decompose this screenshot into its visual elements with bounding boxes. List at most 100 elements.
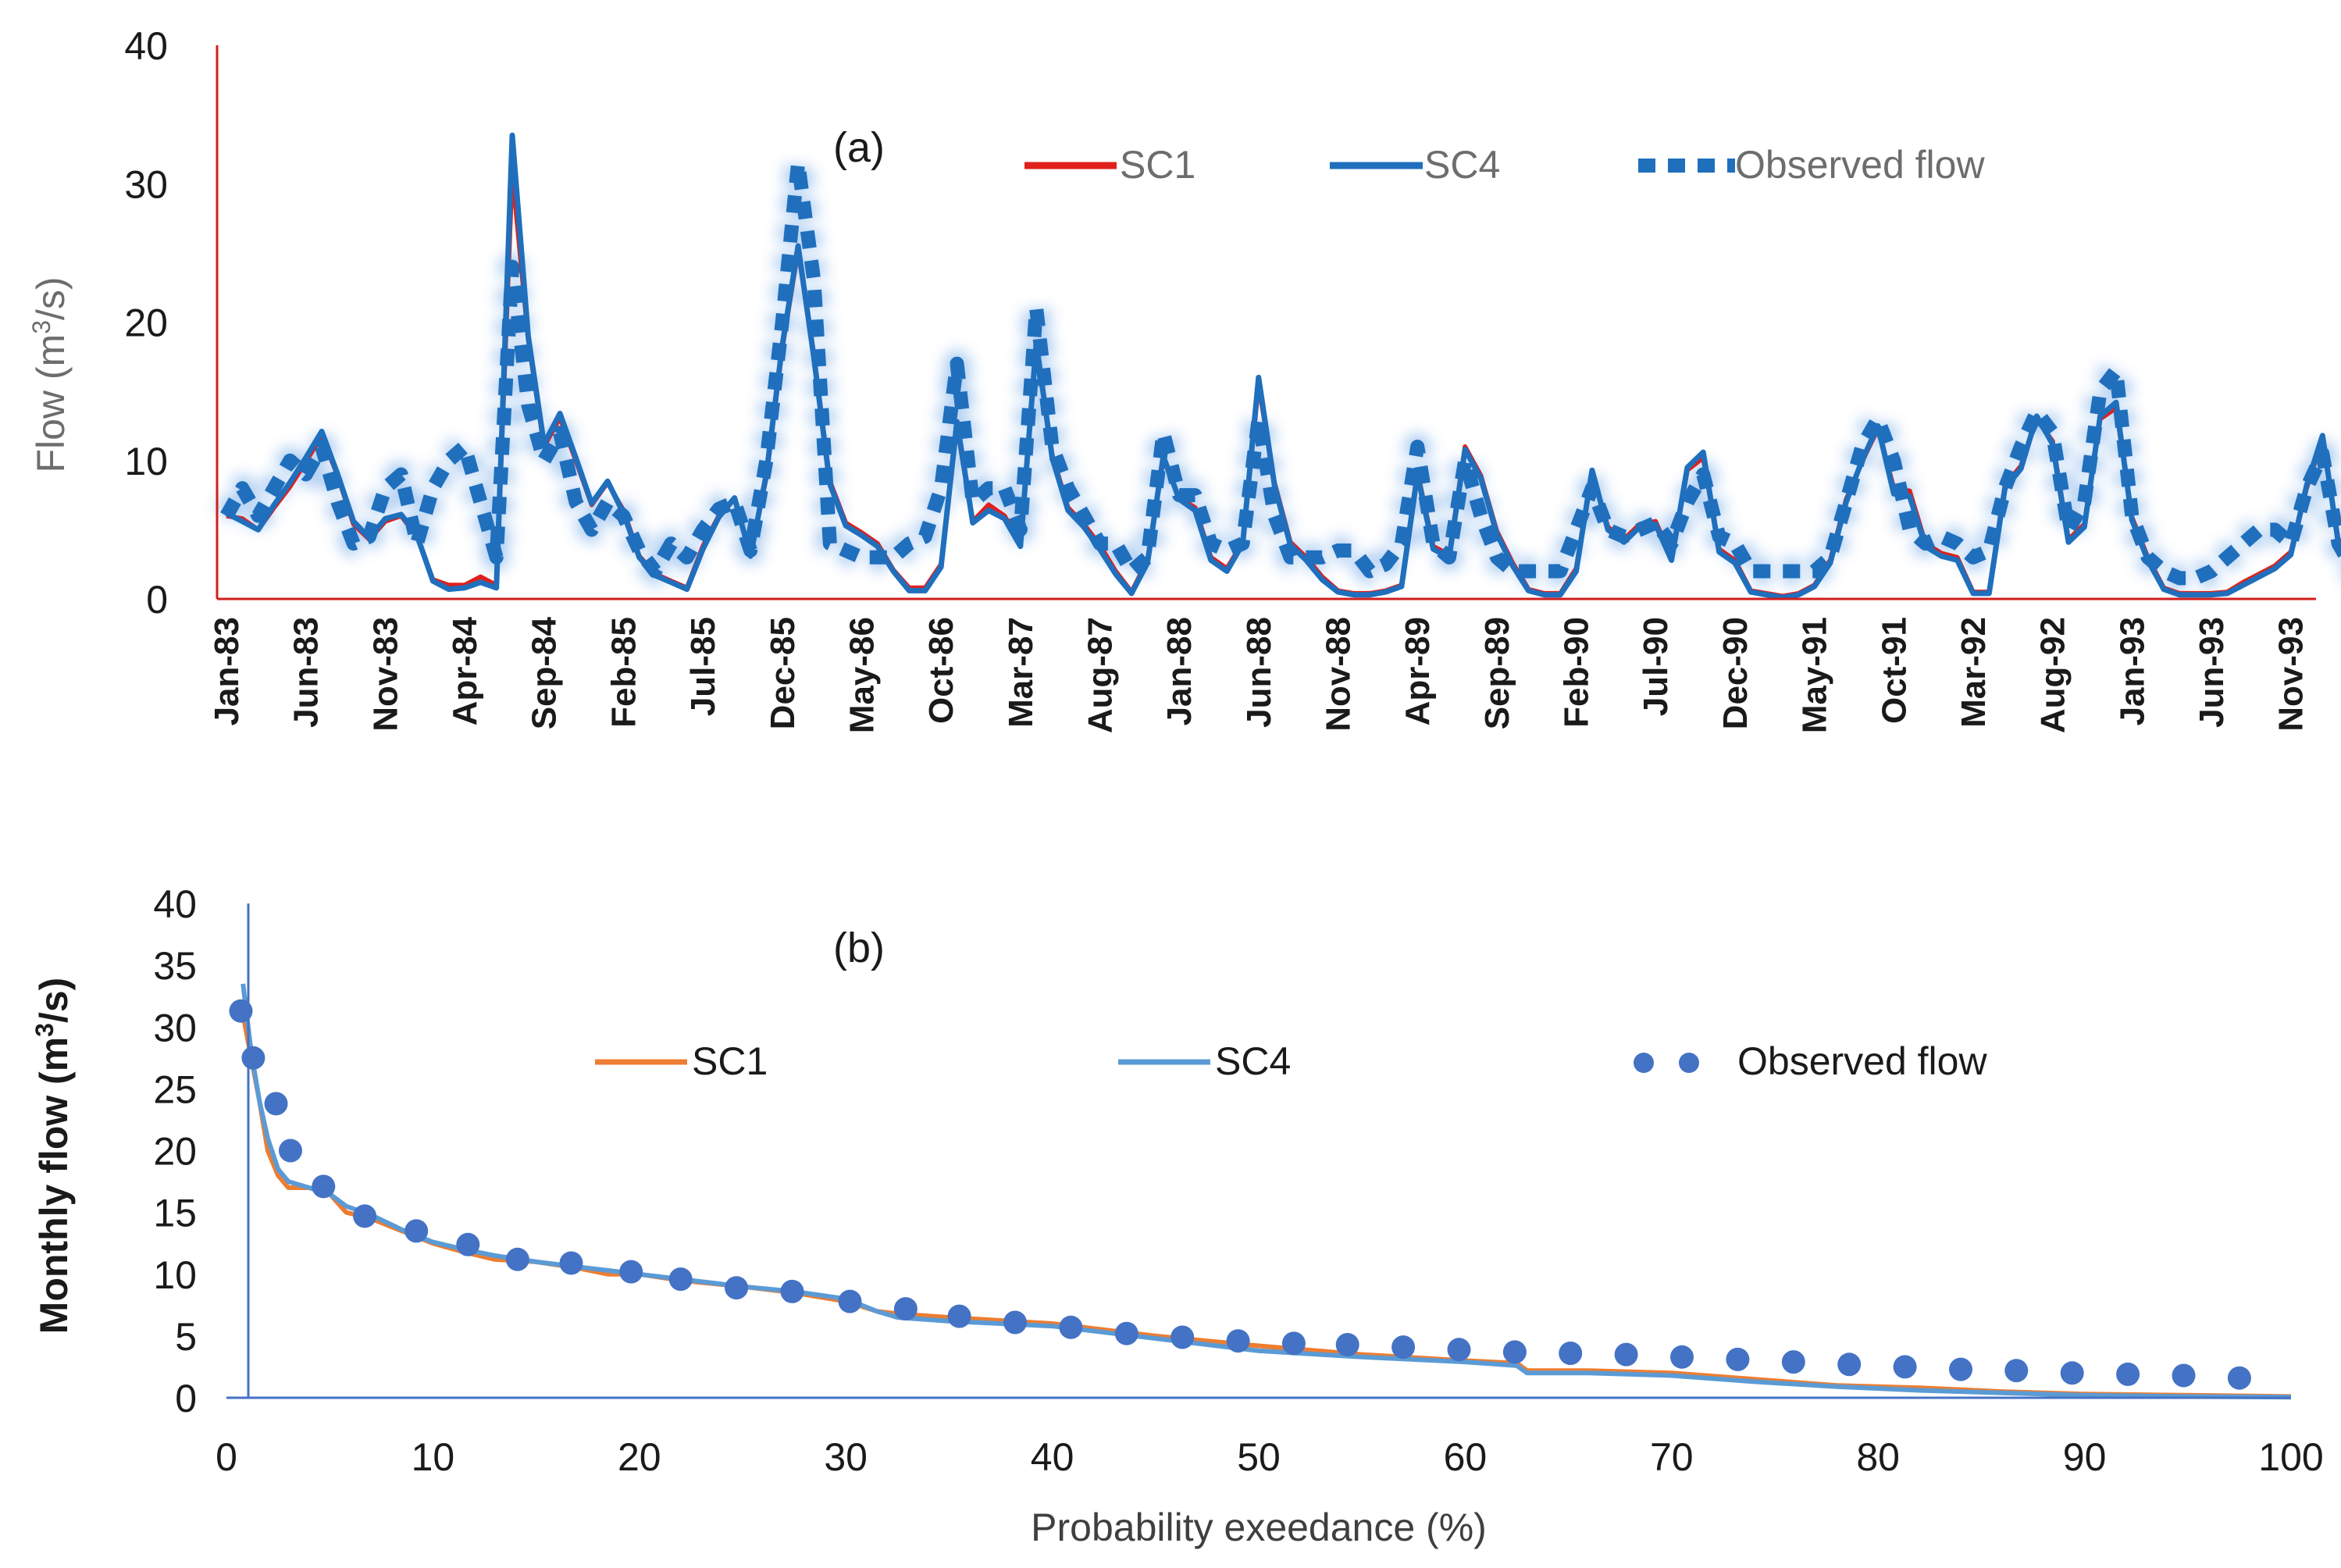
panel-a-y-tick-labels: 0 10 20 30 40 [124, 24, 168, 622]
panel-b-y-tick-15: 15 [153, 1192, 197, 1235]
series-b-observed-point [264, 1092, 288, 1116]
legend-b-sc4-label: SC4 [1215, 1039, 1291, 1083]
panel-b-x-tick-80: 80 [1856, 1435, 1900, 1479]
series-b-observed-point [947, 1304, 971, 1328]
series-b-observed-point [1281, 1331, 1306, 1356]
series-b-observed-point [1949, 1357, 1972, 1381]
series-observed-flow-line [220, 155, 2341, 586]
panel-a-x-tick-feb-85: Feb-85 [604, 617, 643, 728]
panel-a-x-tick-sep-84: Sep-84 [526, 616, 564, 729]
series-b-observed-point [1114, 1321, 1138, 1345]
panel-a-x-tick-aug-92: Aug-92 [2034, 617, 2072, 733]
series-b-observed-point [2116, 1362, 2140, 1386]
panel-b-y-tick-35: 35 [153, 944, 197, 988]
series-b-observed-point [1670, 1345, 1694, 1369]
panel-b-x-tick-labels: 0 10 20 30 40 50 60 70 80 90 100 [216, 1435, 2324, 1479]
series-b-observed-point [559, 1251, 583, 1275]
panel-b-y-axis-label-sup: 3 [30, 1023, 59, 1037]
series-b-observed-point [1781, 1350, 1805, 1374]
panel-a-y-axis-label-main: Flow (m [29, 334, 73, 473]
panel-b-x-tick-40: 40 [1031, 1435, 1074, 1479]
panel-b-x-tick-90: 90 [2063, 1435, 2107, 1479]
series-b-observed-point [1502, 1340, 1527, 1364]
panel-a-x-tick-jan-88: Jan-88 [1160, 617, 1199, 725]
panel-a-x-tick-may-91: May-91 [1796, 617, 1834, 733]
series-b-observed-point [668, 1267, 693, 1292]
panel-a-x-tick-feb-90: Feb-90 [1558, 617, 1596, 728]
series-b-observed-point [312, 1174, 336, 1199]
panel-a-x-tick-dec-85: Dec-85 [764, 617, 802, 729]
legend-sc4-label: SC4 [1424, 143, 1500, 187]
panel-b-y-axis-label: Monthly flow (m3/s) [30, 978, 76, 1335]
panel-a-chart: 0 10 20 30 40 Jan-83 Jun-83 Nov-83 Apr-84 Sep-84… [27, 24, 2341, 733]
series-b-observed-point [2227, 1366, 2251, 1390]
panel-a-x-tick-jun-83: Jun-83 [287, 617, 326, 728]
series-b-observed-point [2060, 1361, 2084, 1385]
series-b-observed-point [279, 1139, 302, 1163]
panel-a-x-tick-sep-89: Sep-89 [1478, 617, 1516, 729]
series-b-observed-point [404, 1219, 429, 1243]
panel-a-y-axis-label: Flow (m3/s) [27, 276, 73, 472]
panel-a-x-tick-jul-90: Jul-90 [1637, 617, 1675, 716]
series-b-observed-point [1391, 1335, 1416, 1360]
legend-b-sc1-label: SC1 [692, 1039, 768, 1083]
legend-b-observed-marker-2 [1679, 1053, 1699, 1073]
panel-a-x-tick-jun-88: Jun-88 [1240, 617, 1278, 728]
series-b-observed-point [780, 1279, 804, 1303]
panel-a-y-axis-label-sup: 3 [27, 320, 55, 334]
panel-b-y-axis-label-tail: /s) [32, 978, 76, 1023]
panel-a-y-tick-0: 0 [146, 578, 168, 622]
series-b-observed-point [1170, 1325, 1195, 1349]
series-b-observed-point [1059, 1315, 1083, 1339]
panel-a-legend: SC1 SC4 Observed flow [1024, 143, 1985, 187]
panel-a-y-tick-10: 10 [124, 440, 168, 483]
series-b-observed-point [619, 1260, 643, 1284]
panel-a-x-tick-dec-90: Dec-90 [1716, 617, 1755, 729]
panel-a-x-tick-jan-93: Jan-93 [2113, 617, 2151, 725]
series-b-observed-point [2172, 1363, 2196, 1388]
series-b-observed-point [456, 1232, 480, 1256]
panel-a-label: (a) [833, 124, 885, 171]
panel-a-x-tick-aug-87: Aug-87 [1081, 617, 1119, 733]
panel-a-x-tick-labels: Jan-83 Jun-83 Nov-83 Apr-84 Sep-84 Feb-85 Jul-… [208, 616, 2311, 733]
series-b-observed-point [1726, 1347, 1750, 1371]
panel-b-y-tick-30: 30 [153, 1006, 197, 1049]
panel-b-x-tick-60: 60 [1444, 1435, 1488, 1479]
panel-b-y-tick-labels: 0 5 10 15 20 25 30 35 40 [153, 882, 197, 1420]
series-b-observed-point [1226, 1329, 1250, 1353]
panel-a-x-tick-oct-91: Oct-91 [1875, 617, 1913, 724]
series-b-observed-point [1335, 1333, 1359, 1356]
series-b-observed-point [1614, 1342, 1638, 1367]
panel-a-x-tick-may-86: May-86 [843, 617, 881, 733]
panel-a-series [215, 132, 2341, 600]
panel-a-x-tick-jul-85: Jul-85 [684, 617, 722, 716]
series-b-observed-point [1837, 1352, 1862, 1377]
panel-a-x-tick-apr-84: Apr-84 [446, 616, 484, 725]
panel-b-x-tick-0: 0 [216, 1435, 237, 1479]
legend-b-observed-marker-1 [1634, 1053, 1654, 1073]
panel-b-x-tick-70: 70 [1650, 1435, 1694, 1479]
panel-b-y-tick-10: 10 [153, 1253, 197, 1297]
panel-a-x-tick-jan-83: Jan-83 [208, 617, 246, 725]
series-sc1-line [226, 169, 2341, 599]
legend-b-observed-label: Observed flow [1737, 1039, 1987, 1083]
panel-b-y-tick-5: 5 [175, 1315, 197, 1359]
panel-a-x-tick-nov-93: Nov-93 [2272, 617, 2311, 732]
panel-b-x-tick-30: 30 [824, 1435, 868, 1479]
legend-observed-label: Observed flow [1735, 143, 1985, 187]
panel-b-y-axis-label-main: Monthly flow (m [32, 1037, 76, 1335]
series-b-observed-point [725, 1276, 749, 1300]
series-b-observed-point [2004, 1359, 2029, 1383]
panel-a-y-tick-20: 20 [124, 301, 168, 345]
panel-a-x-tick-mar-92: Mar-92 [1954, 617, 1993, 728]
series-b-observed-point [893, 1297, 918, 1321]
series-b-observed-point [1003, 1310, 1027, 1335]
panel-a-x-tick-nov-88: Nov-88 [1320, 617, 1358, 732]
legend-sc1-label: SC1 [1120, 143, 1195, 187]
series-b-observed-point [838, 1289, 862, 1313]
panel-a-y-tick-40: 40 [124, 24, 168, 68]
series-b-observed-point [1447, 1338, 1471, 1362]
panel-b-x-tick-20: 20 [618, 1435, 661, 1479]
panel-a-x-tick-nov-83: Nov-83 [366, 617, 404, 732]
